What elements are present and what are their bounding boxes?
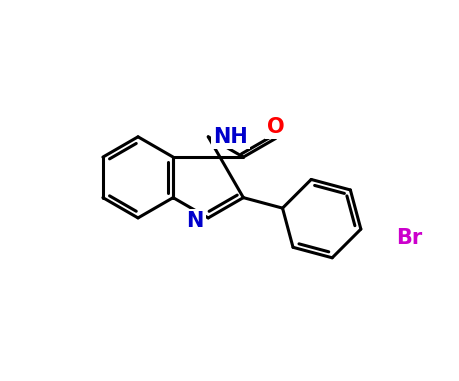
- Text: NH: NH: [213, 127, 247, 147]
- Text: O: O: [266, 117, 284, 136]
- Text: Br: Br: [395, 228, 421, 248]
- Text: N: N: [186, 211, 203, 231]
